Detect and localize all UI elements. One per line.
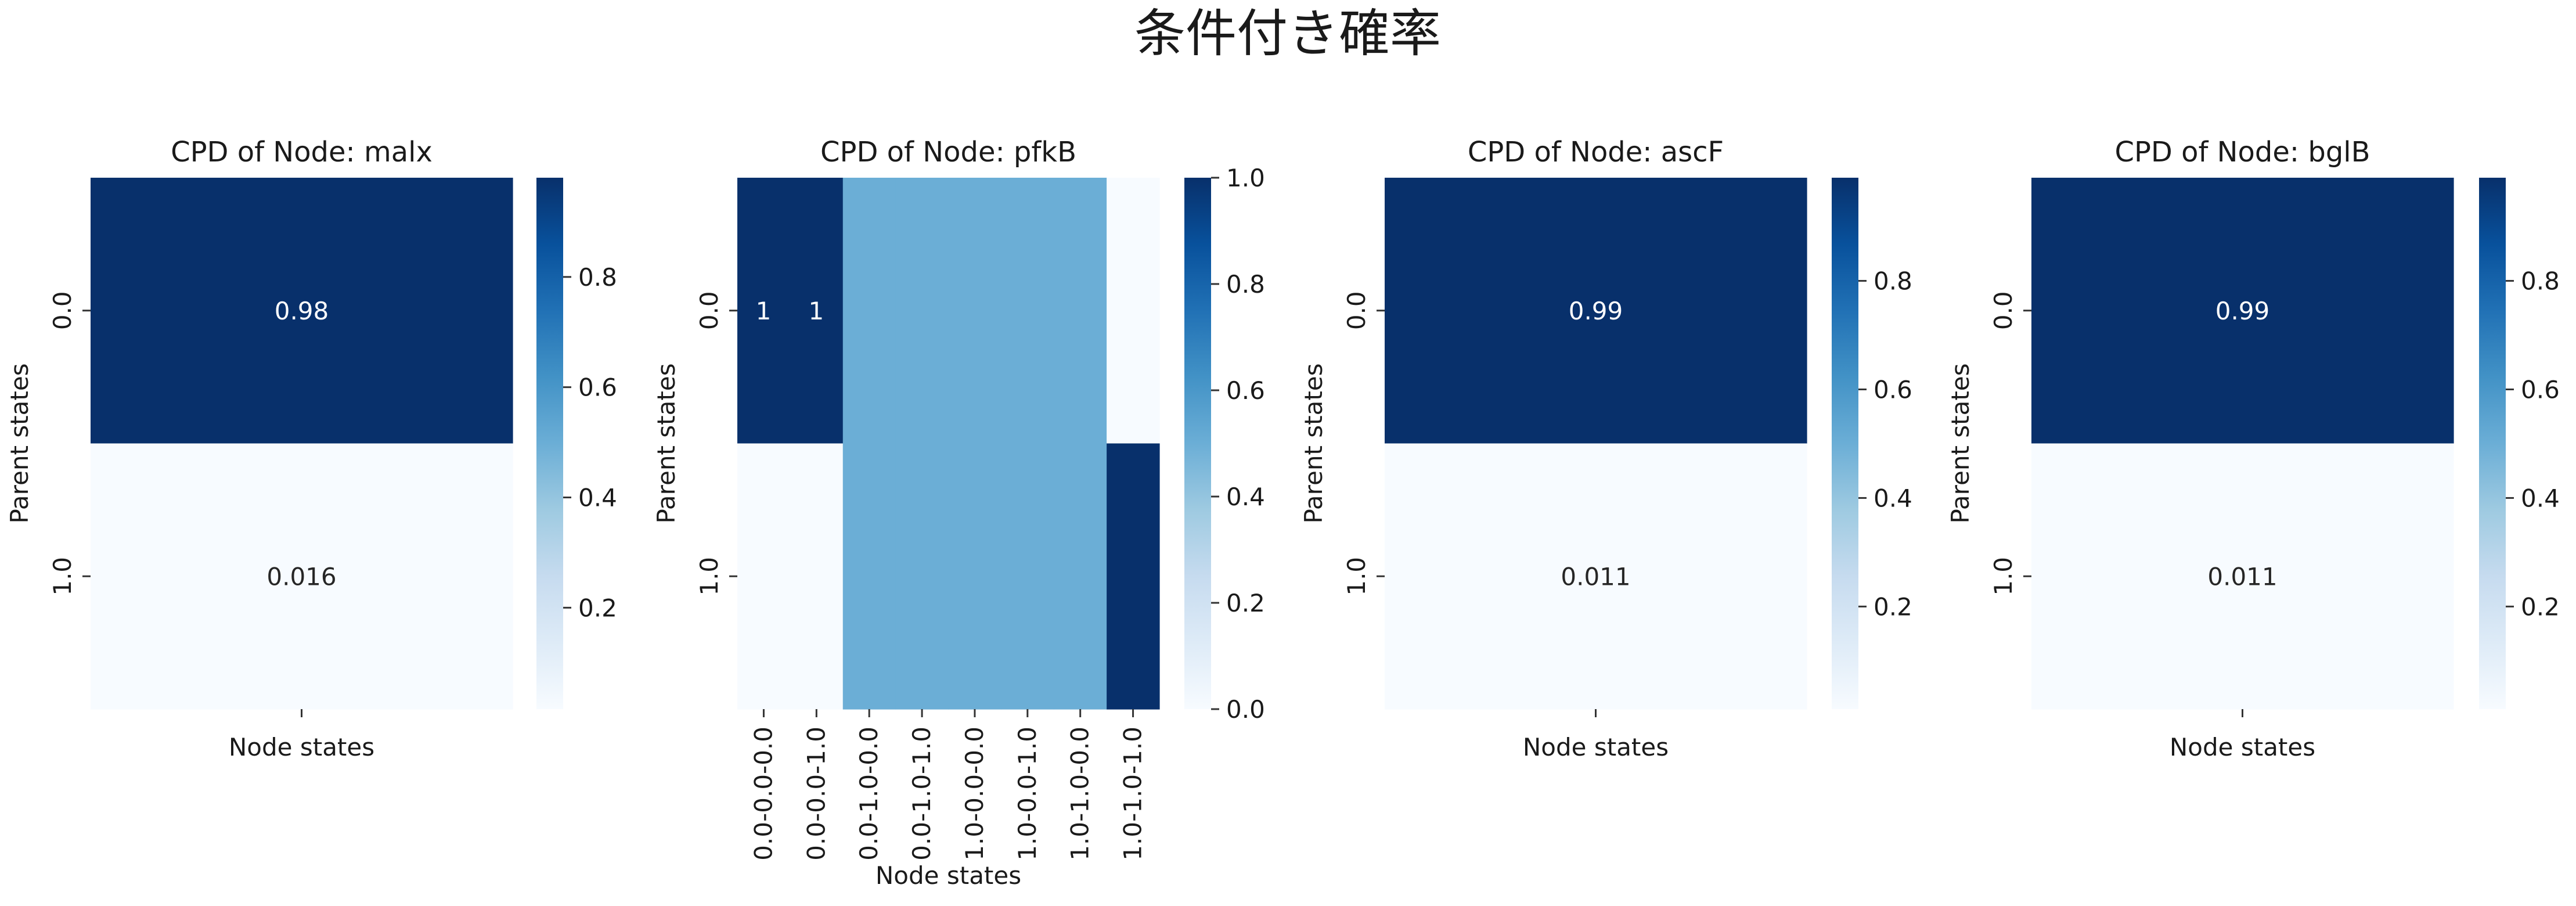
colorbar-tick-label: 0.2: [578, 594, 617, 622]
colorbar: [2479, 178, 2506, 709]
colorbar-tick-label: 1.0: [1226, 164, 1265, 192]
colorbar-tick-label: 0.4: [2521, 484, 2560, 512]
x-tick-label: 0.0-1.0-0.0: [855, 727, 883, 861]
y-axis-label: Parent states: [652, 363, 680, 523]
y-axis-label: Parent states: [1299, 363, 1328, 523]
heatmap-cell: [1054, 178, 1107, 444]
y-tick-label: 1.0: [1989, 557, 2017, 596]
cell-annotation: 0.016: [266, 562, 336, 591]
figure-title: 条件付き確率: [1134, 3, 1441, 63]
heatmap-cell: [843, 178, 896, 444]
colorbar-tick-label: 0.6: [2521, 376, 2560, 404]
heatmap-cell: [737, 444, 790, 710]
colorbar-tick-label: 0.6: [1874, 376, 1912, 404]
x-tick-label: 1.0-0.0-1.0: [1013, 727, 1042, 861]
heatmap-cell: [1001, 444, 1054, 710]
colorbar-tick-label: 0.4: [1874, 484, 1912, 512]
cell-annotation: 0.99: [1569, 297, 1623, 325]
cell-annotation: 1: [809, 297, 824, 325]
x-tick-label: 1.0-1.0-0.0: [1066, 727, 1094, 861]
panel-title: CPD of Node: malx: [171, 136, 433, 168]
panel-title: CPD of Node: bglB: [2114, 136, 2370, 168]
y-axis-label: Parent states: [5, 363, 34, 523]
colorbar: [1832, 178, 1858, 709]
colorbar-tick-label: 0.4: [1226, 483, 1265, 511]
x-axis-label: Node states: [2170, 733, 2315, 761]
colorbar-tick-label: 0.4: [578, 484, 617, 512]
heatmap-cell: [843, 444, 896, 710]
cell-annotation: 0.98: [275, 297, 329, 325]
colorbar-tick-label: 0.2: [2521, 592, 2560, 621]
x-tick-label: 0.0-1.0-1.0: [907, 727, 936, 861]
y-tick-label: 1.0: [1342, 557, 1371, 596]
colorbar: [1184, 178, 1211, 709]
colorbar-tick-label: 0.8: [1874, 267, 1912, 296]
colorbar-tick-label: 0.2: [1874, 592, 1912, 621]
y-tick-label: 0.0: [48, 291, 77, 330]
y-tick-label: 0.0: [695, 291, 723, 330]
colorbar-tick-label: 0.2: [1226, 589, 1265, 617]
colorbar-tick-label: 0.8: [2521, 267, 2560, 296]
colorbar-tick-label: 0.6: [1226, 376, 1265, 405]
heatmap-cell: [1107, 178, 1159, 444]
cell-annotation: 0.99: [2215, 297, 2270, 325]
colorbar-tick-label: 0.8: [1226, 270, 1265, 299]
y-tick-label: 0.0: [1342, 291, 1371, 330]
panel-title: CPD of Node: ascF: [1468, 136, 1724, 168]
heatmap-cell: [896, 178, 949, 444]
cell-annotation: 1: [756, 297, 772, 325]
y-tick-label: 1.0: [695, 557, 723, 596]
colorbar-tick-label: 0.6: [578, 373, 617, 402]
y-tick-label: 0.0: [1989, 291, 2017, 330]
y-axis-label: Parent states: [1946, 363, 1975, 523]
heatmap-cell: [949, 178, 1001, 444]
heatmap-cell: [949, 444, 1001, 710]
colorbar: [536, 178, 563, 709]
colorbar-tick-label: 0.0: [1226, 695, 1265, 724]
heatmap-cell: [1054, 444, 1107, 710]
x-tick-label: 1.0-0.0-0.0: [960, 727, 989, 861]
heatmap-cell: [896, 444, 949, 710]
x-tick-label: 0.0-0.0-0.0: [749, 727, 777, 861]
colorbar-tick-label: 0.8: [578, 263, 617, 292]
x-tick-label: 0.0-0.0-1.0: [802, 727, 830, 861]
heatmap-cell: [1107, 444, 1159, 710]
y-tick-label: 1.0: [48, 557, 77, 596]
cell-annotation: 0.011: [2207, 562, 2277, 591]
x-axis-label: Node states: [229, 733, 374, 761]
heatmap-panel-3: 0.99 0.011 CPD of Node: ascF 0.0 1.0 Parent s…: [1299, 136, 1912, 761]
heatmap-cell: [1001, 178, 1054, 444]
heatmap-cell: [790, 444, 843, 710]
x-axis-label: Node states: [1523, 733, 1669, 761]
panel-title: CPD of Node: pfkB: [820, 136, 1076, 168]
cell-annotation: 0.011: [1561, 562, 1630, 591]
heatmap-panel-4: 0.99 0.011 CPD of Node: bglB 0.0 1.0 Parent s…: [1946, 136, 2560, 761]
panels: 0.98 0.016 CPD of Node: malx 0.0 1.0 Parent s…: [5, 136, 2560, 890]
heatmap-panel-1: 0.98 0.016 CPD of Node: malx 0.0 1.0 Parent s…: [5, 136, 617, 761]
x-axis-label: Node states: [876, 861, 1021, 890]
heatmap-panel-2: 1 1 CPD of Node: pfkB 0.0 1.0 Parent states 0.…: [652, 136, 1265, 890]
x-tick-label: 1.0-1.0-1.0: [1119, 727, 1147, 861]
